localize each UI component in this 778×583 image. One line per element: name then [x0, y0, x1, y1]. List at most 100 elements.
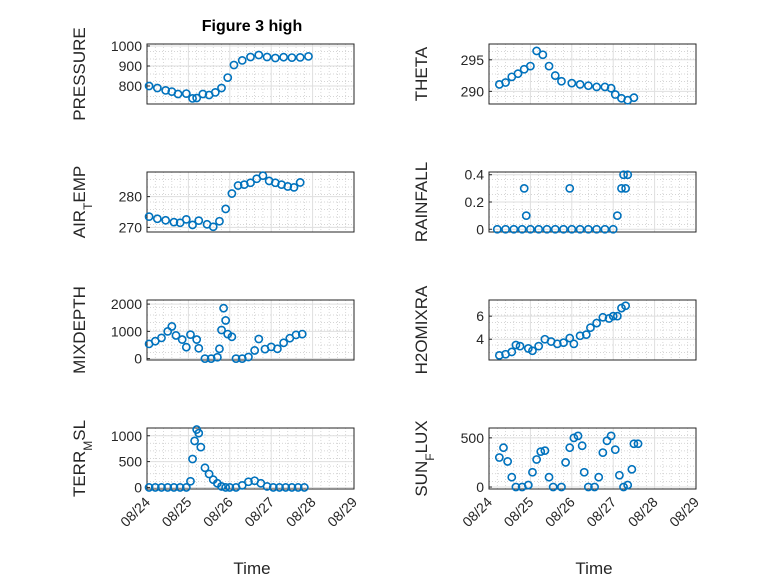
y-tick-label: 0	[476, 479, 484, 495]
data-point	[598, 448, 608, 457]
data-point	[534, 341, 544, 351]
y-axis-label: SUNFLUX	[412, 420, 437, 496]
data-point	[270, 53, 280, 63]
panel-mixdepth: 0 1000 2000 MIXDEPTH	[70, 286, 355, 374]
data-point	[610, 445, 620, 455]
data-point	[608, 311, 618, 321]
data-point	[188, 94, 197, 103]
data-point	[561, 458, 570, 467]
y-tick-label: 0.2	[465, 194, 485, 210]
data-point	[221, 483, 231, 492]
data-point	[289, 182, 299, 192]
data-point	[517, 224, 527, 234]
panel-h2omixra: 4 6 H2OMIXRA	[412, 285, 697, 374]
data-point	[254, 334, 264, 344]
figure-title: Figure 3 high	[202, 18, 302, 35]
data-point	[540, 446, 550, 456]
data-point	[279, 52, 289, 62]
data-point	[198, 89, 208, 99]
data-point	[279, 338, 289, 348]
data-point	[615, 470, 624, 480]
data-point	[532, 46, 542, 56]
data-point	[573, 431, 583, 441]
data-point	[144, 81, 154, 91]
data-point	[521, 211, 531, 221]
data-point	[200, 354, 210, 364]
data-point	[221, 204, 231, 214]
data-point	[150, 483, 160, 492]
data-point	[594, 472, 604, 482]
x-tick-label: 08/27	[583, 494, 619, 530]
data-point	[295, 53, 305, 62]
data-point	[590, 482, 599, 492]
data-point	[181, 342, 191, 352]
data-point	[157, 483, 166, 492]
data-point	[295, 178, 305, 187]
x-tick-label: 08/26	[200, 494, 236, 530]
data-point	[221, 316, 231, 325]
data-point	[619, 482, 628, 492]
y-tick-label: 6	[476, 308, 484, 324]
data-point	[606, 83, 616, 93]
data-point	[621, 301, 631, 311]
data-point	[592, 224, 602, 234]
data-point	[565, 443, 575, 453]
data-point	[538, 50, 548, 60]
axes-frame	[146, 43, 355, 105]
data-point	[210, 88, 220, 97]
data-point	[606, 431, 616, 441]
data-point	[186, 476, 195, 486]
x-tick-label: 08/29	[324, 494, 360, 530]
y-axis-label: H2OMIXRA	[412, 285, 431, 374]
y-tick-label: 0.4	[465, 167, 485, 183]
data-point	[233, 181, 243, 190]
panel-sun_flux: 0 500 08/24 08/25 08/26 08/27 08/28 08/29 SUNFLU…	[412, 420, 702, 530]
data-point	[565, 333, 575, 343]
y-tick-label: 1000	[111, 38, 142, 54]
data-point	[542, 224, 552, 234]
series-markers	[494, 46, 639, 105]
axes-frame	[488, 427, 697, 490]
data-point	[161, 86, 171, 95]
data-point	[569, 433, 579, 443]
y-axis-label: RAINFALL	[412, 162, 431, 242]
data-point	[208, 222, 218, 232]
y-tick-label: 0	[134, 479, 142, 495]
data-point	[293, 483, 303, 492]
data-point	[550, 71, 560, 80]
data-point	[273, 344, 282, 354]
data-point	[231, 354, 241, 364]
data-point	[513, 69, 523, 79]
data-point	[548, 482, 558, 492]
data-point	[217, 482, 226, 491]
series-markers	[494, 301, 631, 360]
y-axis-label: TERRMSL	[70, 420, 95, 497]
data-point	[494, 350, 504, 360]
data-point	[219, 303, 228, 313]
data-point	[600, 82, 610, 92]
data-point	[557, 76, 566, 86]
data-point	[237, 480, 247, 490]
data-point	[557, 482, 566, 492]
x-tick-label: 08/24	[459, 494, 495, 530]
data-point	[173, 89, 183, 99]
data-point	[161, 215, 171, 225]
data-point	[509, 224, 519, 234]
data-point	[617, 183, 626, 193]
data-point	[567, 224, 577, 234]
data-point	[244, 477, 253, 487]
data-point	[528, 346, 537, 356]
plot-area	[488, 43, 697, 105]
x-tick-label: 08/25	[500, 494, 536, 530]
data-point	[215, 216, 224, 226]
y-tick-label: 295	[461, 52, 485, 68]
x-axis-label-right: Time	[575, 559, 612, 578]
data-point	[190, 436, 200, 446]
data-point	[200, 463, 210, 473]
data-point	[287, 483, 297, 492]
data-point	[575, 331, 585, 341]
data-point	[299, 483, 309, 492]
data-point	[575, 224, 585, 234]
data-point	[579, 467, 589, 477]
data-point	[304, 52, 313, 61]
